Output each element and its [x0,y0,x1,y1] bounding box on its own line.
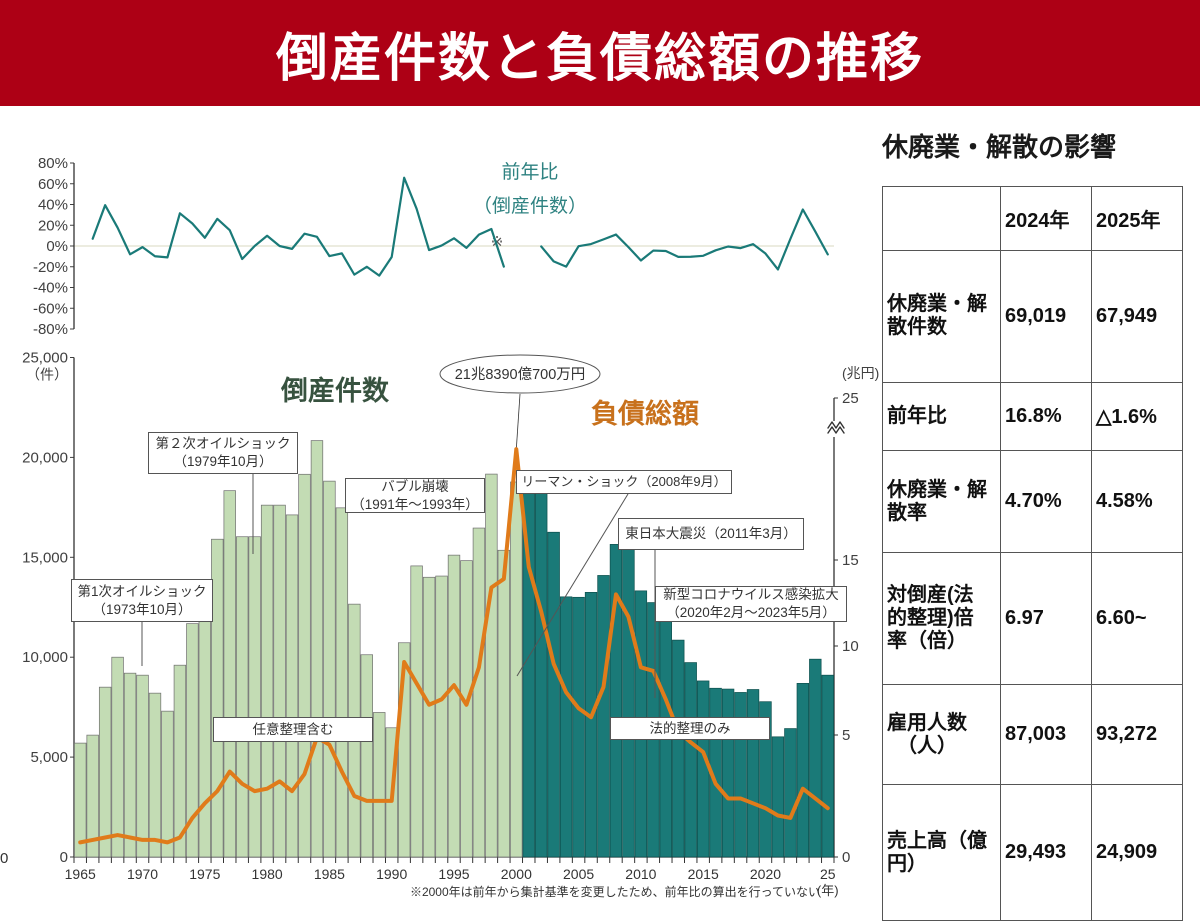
svg-text:※2000年は前年から集計基準を変更したため、前年比の算出を: ※2000年は前年から集計基準を変更したため、前年比の算出を行っていない [410,884,820,899]
